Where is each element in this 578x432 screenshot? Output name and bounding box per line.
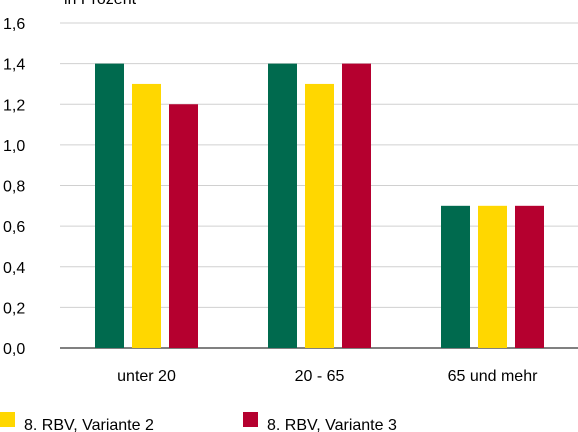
legend-swatch <box>0 412 15 427</box>
x-tick-label: 65 und mehr <box>448 368 539 385</box>
bar <box>169 104 198 348</box>
bar <box>95 63 124 348</box>
bar <box>268 63 297 348</box>
bar <box>305 83 334 348</box>
y-tick-label: 1,2 <box>3 97 25 114</box>
legend-swatch <box>243 412 258 427</box>
y-tick-label: 0,6 <box>3 219 25 236</box>
y-tick-label: 0,8 <box>3 179 25 196</box>
bar <box>478 205 507 348</box>
x-tick-label: unter 20 <box>117 368 176 385</box>
bar <box>132 83 161 348</box>
y-tick-label: 0,0 <box>3 341 25 358</box>
chart-title: in Prozent <box>64 0 137 8</box>
bar <box>441 205 470 348</box>
y-tick-label: 1,4 <box>3 57 25 74</box>
y-tick-label: 0,2 <box>3 300 25 317</box>
y-tick-label: 1,0 <box>3 138 25 155</box>
bar <box>342 63 371 348</box>
legend-label: 8. RBV, Variante 2 <box>24 417 154 432</box>
bar <box>515 205 544 348</box>
x-tick-label: 20 - 65 <box>295 368 345 385</box>
legend-label: 8. RBV, Variante 3 <box>267 417 397 432</box>
y-tick-label: 0,4 <box>3 260 25 277</box>
y-tick-label: 1,6 <box>3 16 25 33</box>
